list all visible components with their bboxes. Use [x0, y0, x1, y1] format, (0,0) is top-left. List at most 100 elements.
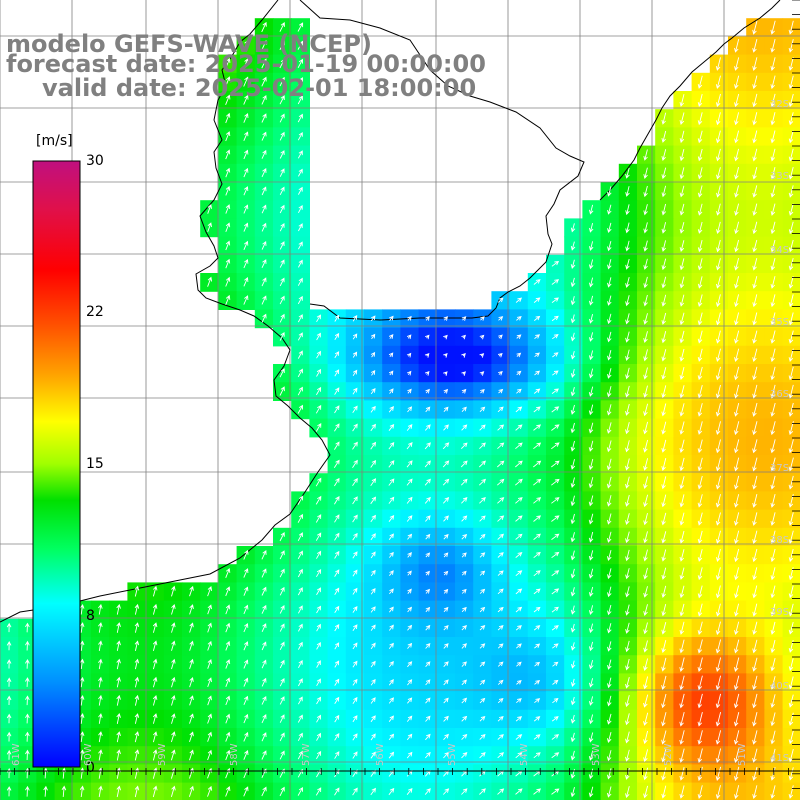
wind-arrow: [770, 603, 776, 617]
wind-arrow: [116, 658, 121, 670]
wind-arrow: [389, 315, 394, 321]
wind-arrow: [551, 752, 560, 759]
wind-arrow: [734, 221, 740, 235]
wind-arrow: [352, 678, 358, 686]
wind-arrow: [697, 403, 703, 417]
wind-arrow: [460, 442, 468, 450]
wind-arrow: [6, 731, 12, 742]
wind-arrow: [25, 640, 30, 651]
wind-arrow: [551, 478, 560, 486]
wind-arrow: [425, 406, 431, 413]
wind-arrow: [425, 570, 430, 576]
wind-arrow: [752, 711, 758, 727]
wind-arrow: [498, 334, 503, 340]
wind-arrow: [406, 496, 413, 504]
wind-arrow: [297, 750, 303, 760]
wind-arrow: [243, 113, 249, 123]
wind-arrow: [770, 166, 776, 180]
colorbar-tick-0: 0: [86, 760, 95, 776]
wind-arrow: [734, 330, 740, 344]
wind-arrow: [752, 276, 758, 289]
wind-arrow: [134, 694, 140, 706]
wind-arrow: [388, 352, 394, 358]
wind-arrow: [770, 548, 776, 563]
wind-arrow: [715, 312, 721, 326]
wind-arrow: [279, 586, 285, 596]
wind-arrow: [770, 239, 776, 253]
wind-arrow: [443, 388, 449, 394]
wind-arrow: [352, 441, 358, 450]
wind-arrow: [679, 530, 685, 544]
wind-arrow: [679, 585, 685, 599]
wind-arrow: [533, 734, 541, 740]
wind-arrow: [316, 314, 321, 323]
wind-arrow: [225, 659, 231, 669]
wind-arrow: [334, 569, 340, 577]
wind-arrow: [407, 388, 412, 394]
wind-arrow: [570, 678, 576, 688]
wind-arrow: [407, 697, 413, 704]
wind-arrow: [297, 350, 303, 359]
wind-arrow: [661, 312, 667, 325]
wind-arrow: [207, 785, 213, 797]
wind-arrow: [661, 185, 667, 198]
wind-arrow: [588, 568, 594, 579]
wind-arrow: [643, 349, 648, 362]
wind-arrow: [625, 494, 630, 507]
wind-arrow: [261, 623, 267, 632]
wind-arrow: [625, 695, 630, 708]
wind-arrow: [334, 787, 340, 796]
wind-arrow: [225, 622, 231, 633]
wind-arrow: [152, 585, 158, 597]
wind-arrow: [588, 659, 594, 670]
wind-arrow: [551, 497, 560, 504]
wind-arrow: [788, 148, 794, 162]
wind-arrow: [352, 369, 358, 377]
wind-arrow: [388, 478, 395, 486]
wind-arrow: [515, 570, 523, 577]
wind-arrow: [551, 570, 560, 577]
wind-arrow: [170, 785, 176, 798]
wind-arrow: [243, 786, 249, 797]
wind-arrow: [279, 76, 285, 87]
wind-arrow: [497, 588, 504, 595]
wind-arrow: [515, 497, 523, 504]
colorbar-tick-22: 22: [86, 304, 104, 320]
wind-arrow: [625, 204, 630, 216]
wind-arrow: [261, 659, 267, 669]
wind-arrow: [515, 460, 523, 468]
longitude-label: 57W: [301, 743, 312, 766]
wind-arrow: [207, 731, 213, 742]
wind-arrow: [497, 297, 504, 303]
wind-arrow: [770, 294, 776, 308]
wind-arrow: [461, 388, 467, 394]
wind-arrow: [425, 588, 431, 594]
wind-arrow: [279, 714, 285, 723]
wind-arrow: [643, 403, 649, 417]
wind-arrow: [679, 567, 685, 580]
wind-arrow: [261, 168, 267, 178]
wind-arrow: [497, 406, 504, 413]
wind-arrow: [733, 711, 740, 727]
wind-arrow: [770, 530, 776, 545]
wind-arrow: [625, 786, 630, 799]
wind-arrow: [497, 552, 504, 558]
wind-arrow: [770, 330, 776, 344]
wind-arrow: [533, 406, 541, 413]
wind-arrow: [6, 640, 12, 651]
wind-arrow: [352, 787, 358, 796]
wind-arrow: [715, 785, 721, 800]
wind-arrow: [171, 640, 176, 651]
wind-arrow: [643, 458, 649, 471]
wind-arrow: [570, 277, 576, 288]
wind-arrow: [279, 58, 285, 69]
wind-arrow: [461, 570, 467, 576]
wind-arrow: [715, 348, 721, 363]
wind-arrow: [643, 567, 648, 580]
wind-arrow: [661, 748, 667, 763]
latitude-label: 40S: [770, 681, 790, 692]
wind-arrow: [98, 731, 103, 743]
wind-arrow: [116, 694, 121, 706]
wind-arrow: [316, 714, 321, 723]
wind-arrow: [443, 733, 449, 741]
